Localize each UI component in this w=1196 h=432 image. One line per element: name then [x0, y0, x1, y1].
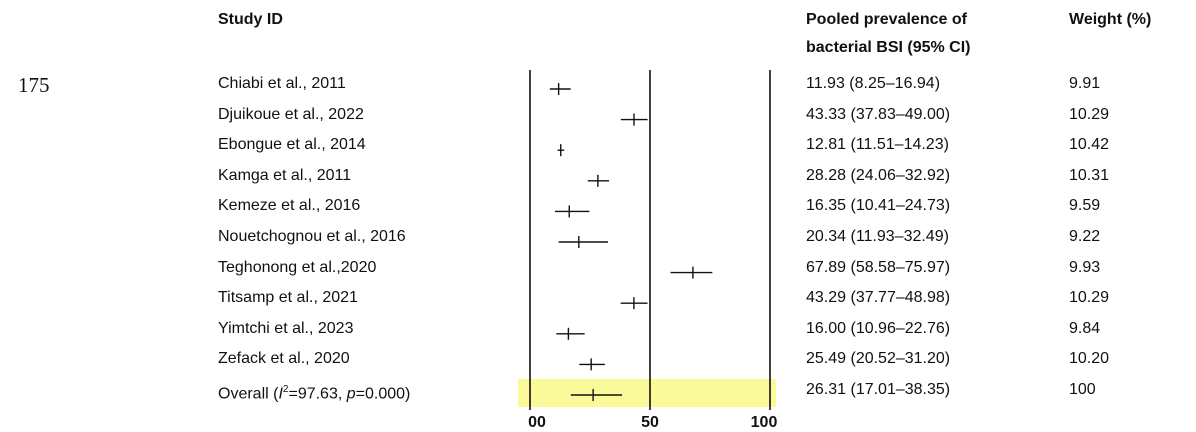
study-ci: 67.89 (58.58–75.97) [806, 258, 951, 276]
study-ci: 25.49 (20.52–31.20) [806, 350, 951, 368]
study-weight: 9.91 [1069, 75, 1101, 92]
header-prevalence-line1: Pooled prevalence of [806, 11, 967, 28]
overall-label: Overall (I2=97.63, p=0.000) [218, 380, 410, 404]
header-weight: Weight (%) [1069, 11, 1152, 28]
x-tick-label: 00 [528, 414, 546, 431]
study-id: Teghonong et al.,2020 [218, 258, 377, 276]
study-id: Ebongue et al., 2014 [218, 136, 366, 154]
header-prevalence-line2: bacterial BSI (95% CI) [806, 39, 971, 56]
line-number: 175 [18, 73, 50, 97]
study-ci: 43.29 (37.77–48.98) [806, 289, 951, 307]
study-ci: 20.34 (11.93–32.49) [806, 228, 949, 245]
i2-value: =97.63, [288, 385, 347, 403]
study-weight: 10.42 [1069, 136, 1110, 154]
study-ci: 43.33 (37.83–49.00) [806, 105, 951, 123]
study-id: Chiabi et al., 2011 [218, 75, 346, 92]
study-weight: 9.59 [1069, 197, 1101, 215]
study-id: Yimtchi et al., 2023 [218, 319, 354, 337]
header-study-id: Study ID [218, 11, 283, 28]
p-symbol: p [346, 385, 356, 403]
i2-superscript: 2 [282, 384, 289, 395]
x-tick-label: 50 [641, 414, 659, 431]
study-weight: 10.31 [1069, 166, 1110, 184]
study-ci: 12.81 (11.51–14.23) [806, 136, 949, 154]
study-weight: 10.29 [1069, 289, 1110, 307]
study-ci: 16.35 (10.41–24.73) [806, 197, 951, 215]
study-weight: 10.20 [1069, 350, 1110, 368]
study-weight: 9.22 [1069, 228, 1101, 245]
study-id: Titsamp et al., 2021 [218, 289, 358, 307]
x-tick-label: 100 [751, 414, 778, 431]
study-ci: 16.00 (10.96–22.76) [806, 319, 951, 337]
study-id: Zefack et al., 2020 [218, 350, 350, 368]
study-weight: 10.29 [1069, 105, 1110, 123]
study-id: Kemeze et al., 2016 [218, 197, 361, 215]
overall-band [518, 379, 776, 407]
study-weight: 9.93 [1069, 258, 1101, 276]
study-ci: 28.28 (24.06–32.92) [806, 166, 951, 184]
study-weight: 9.84 [1069, 319, 1101, 337]
study-id: Kamga et al., 2011 [218, 166, 352, 184]
study-id: Djuikoue et al., 2022 [218, 105, 364, 123]
overall-ci: 26.31 (17.01–38.35) [806, 381, 951, 398]
study-id: Nouetchognou et al., 2016 [218, 228, 406, 245]
study-ci: 11.93 (8.25–16.94) [806, 75, 941, 92]
i2-symbol: I [278, 385, 283, 403]
p-value: =0.000) [355, 385, 411, 403]
overall-prefix: Overall ( [218, 385, 279, 403]
overall-weight: 100 [1069, 381, 1096, 398]
